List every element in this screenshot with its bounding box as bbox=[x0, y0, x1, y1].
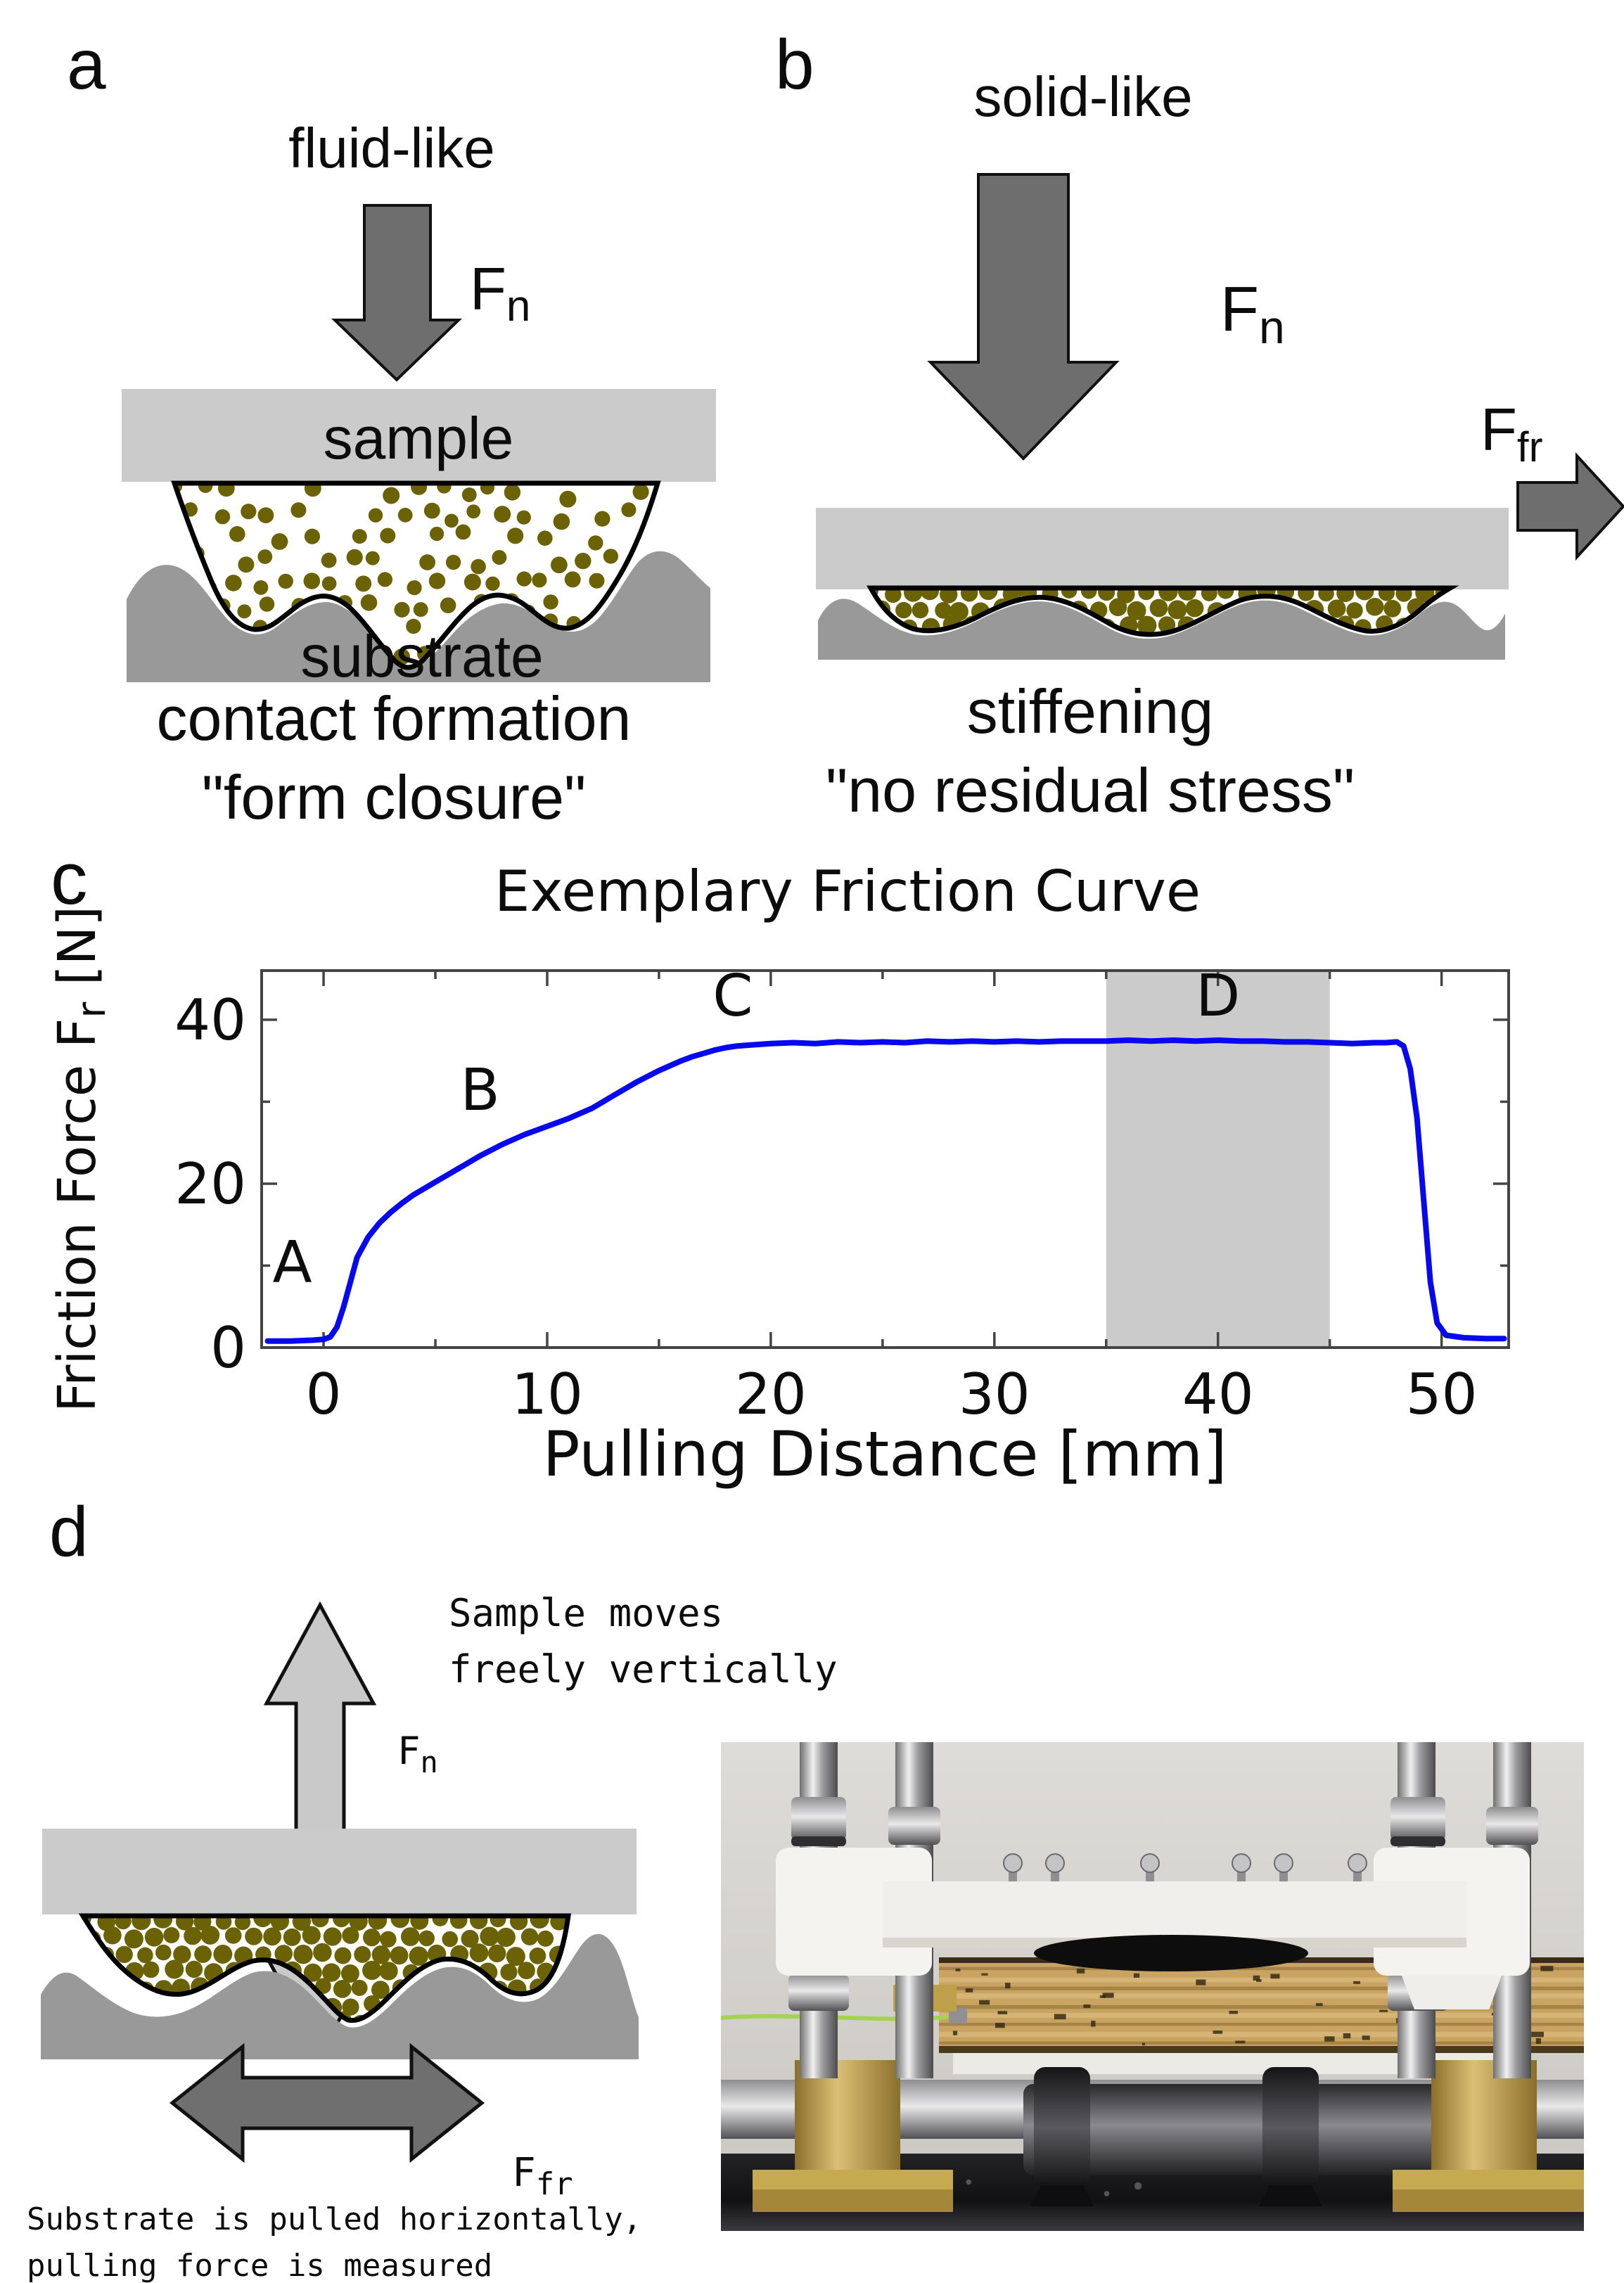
sample-block bbox=[816, 508, 1509, 589]
shaded-interval bbox=[1106, 971, 1330, 1348]
panel-d-note-line1: Sample moves bbox=[449, 1591, 723, 1635]
brass-mounts bbox=[753, 1981, 1584, 2212]
apparatus-photo bbox=[721, 1742, 1584, 2231]
normal-force-label: Fn bbox=[1220, 274, 1285, 353]
y-tick-label: 40 bbox=[174, 987, 246, 1053]
normal-force-label: Fn bbox=[470, 256, 530, 331]
substrate-label: substrate bbox=[300, 623, 544, 689]
sample-label: sample bbox=[324, 405, 514, 471]
curve-annotation-B: B bbox=[460, 1057, 499, 1124]
fiber-clamp bbox=[949, 2008, 967, 2023]
panel-a-caption-line1: contact formation bbox=[157, 684, 632, 753]
y-tick-label: 20 bbox=[174, 1151, 246, 1217]
panel-b-caption-line1: stiffening bbox=[967, 677, 1214, 746]
substrate-block bbox=[818, 599, 1505, 660]
substrate-block bbox=[127, 551, 710, 682]
panel-d-diagram: d Sample moves freely vertically Fn Ffr … bbox=[27, 1492, 838, 2283]
x-tick-label: 10 bbox=[511, 1362, 583, 1427]
x-tick-label: 30 bbox=[959, 1362, 1030, 1427]
normal-force-label: Fn bbox=[397, 1729, 438, 1779]
panel-d-caption-line2: pulling force is measured bbox=[27, 2248, 492, 2283]
plot-frame bbox=[260, 969, 1510, 1349]
panel-d-label: d bbox=[49, 1492, 89, 1571]
panel-d-note-line2: freely vertically bbox=[449, 1647, 838, 1692]
substrate-block bbox=[41, 1933, 639, 2059]
friction-force-arrow-icon bbox=[1516, 452, 1624, 561]
panel-c-label: c bbox=[51, 838, 88, 920]
y-axis-label: Friction Force Fr [N] bbox=[47, 906, 115, 1412]
x-tick-label: 20 bbox=[735, 1362, 807, 1427]
panel-a-diagram: a fluid-like Fn sample substrate contact… bbox=[67, 25, 716, 832]
friction-force-label: Ffr bbox=[512, 2150, 573, 2202]
panel-b-diagram: b solid-like Fn Ffr stiffening "no resid… bbox=[775, 25, 1624, 825]
panel-c-chart: c Exemplary Friction Curve 0 10 20 30 40 50 0 2… bbox=[47, 838, 1510, 1490]
panel-b-label: b bbox=[775, 25, 814, 104]
sample-block bbox=[122, 389, 716, 482]
chart-title: Exemplary Friction Curve bbox=[494, 859, 1201, 924]
x-axis-label: Pulling Distance [mm] bbox=[542, 1418, 1227, 1490]
panel-a-caption-line2: "form closure" bbox=[202, 762, 587, 832]
normal-force-arrow-icon bbox=[331, 204, 462, 382]
curve-annotation-D: D bbox=[1196, 963, 1240, 1030]
x-tick-label: 0 bbox=[306, 1362, 342, 1427]
x-tick-label: 50 bbox=[1406, 1362, 1478, 1427]
panel-a-label: a bbox=[67, 25, 106, 104]
curve-annotation-C: C bbox=[712, 963, 753, 1030]
friction-force-label: Ffr bbox=[1481, 397, 1543, 471]
horizontal-double-arrow-icon bbox=[169, 2042, 485, 2163]
chart-plot-area: 0 10 20 30 40 50 0 20 40 A B C D bbox=[174, 963, 1510, 1427]
y-tick-label: 0 bbox=[210, 1315, 246, 1381]
panel-d-caption-line1: Substrate is pulled horizontally, bbox=[27, 2201, 641, 2237]
panel-b-state-label: solid-like bbox=[973, 65, 1192, 128]
panel-b-caption-line2: "no residual stress" bbox=[826, 755, 1355, 825]
curve-annotation-A: A bbox=[272, 1229, 312, 1296]
x-tick-label: 40 bbox=[1182, 1362, 1254, 1427]
friction-curve bbox=[264, 1037, 1507, 1344]
sample-block bbox=[42, 1829, 637, 1914]
normal-force-arrow-icon bbox=[927, 173, 1120, 461]
sample-disc bbox=[1034, 1935, 1308, 1971]
panel-a-state-label: fluid-like bbox=[288, 117, 494, 179]
